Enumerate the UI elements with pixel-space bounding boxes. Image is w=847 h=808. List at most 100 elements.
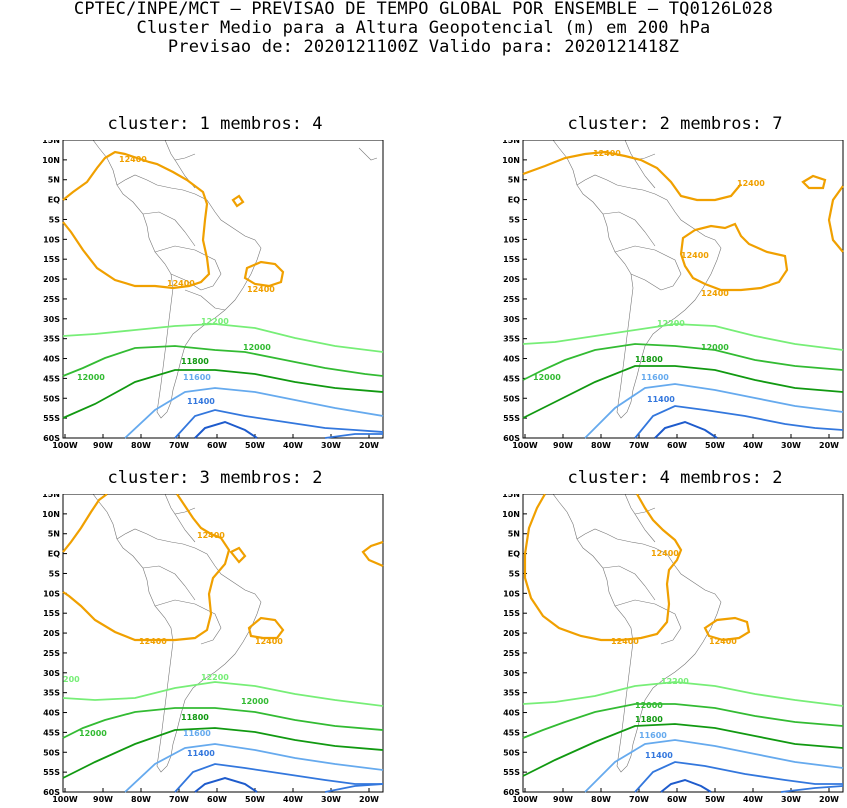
label-12200: 12200 xyxy=(201,317,229,326)
label-11800: 11800 xyxy=(635,355,663,364)
label-11600: 11600 xyxy=(183,729,211,738)
header-line-2: Cluster Medio para a Altura Geopotencial… xyxy=(136,18,711,38)
panel-cluster-3: cluster: 3 membros: 2 15N 10N 5N EQ 5S 10S 15S… xyxy=(25,468,405,808)
header-line-3: Previsao de: 2020121100Z Valido para: 20… xyxy=(167,37,680,57)
lat-tick-label: EQ xyxy=(508,550,520,559)
label-12000-b: 12000 xyxy=(79,729,107,738)
lat-tick-label: 40S xyxy=(503,709,520,718)
label-12400-d: 12400 xyxy=(701,289,729,298)
lat-tick-label: 20S xyxy=(43,275,60,284)
label-12000-a: 12000 xyxy=(243,343,271,352)
label-12000-a: 12000 xyxy=(701,343,729,352)
lat-tick-label: 15N xyxy=(42,140,60,145)
label-11600: 11600 xyxy=(639,731,667,740)
label-11800: 11800 xyxy=(181,357,209,366)
label-12000: 12000 xyxy=(635,701,663,710)
lat-tick-label: 5S xyxy=(49,569,61,578)
label-12400-a: 12400 xyxy=(197,531,225,540)
lon-tick-label: 20W xyxy=(359,441,379,450)
label-11400: 11400 xyxy=(187,397,215,406)
contours xyxy=(62,150,384,439)
lon-tick-label: 70W xyxy=(629,795,649,804)
label-12400-a: 12400 xyxy=(651,549,679,558)
panel-title: cluster: 3 membros: 2 xyxy=(107,468,323,488)
contour-labels: 12400 12400 12400 12400 12200 12000 1200… xyxy=(533,149,765,404)
lat-axis: 15N 10N 5N EQ 5S 10S 15S 20S 25S 30S 35S 40S 45S 50S 5… xyxy=(502,494,527,797)
lat-tick-label: 5S xyxy=(509,569,521,578)
lon-tick-label: 40W xyxy=(743,441,763,450)
label-12400-a: 12400 xyxy=(593,149,621,158)
header-line-1: CPTEC/INPE/MCT — PREVISAO DE TEMPO GLOBA… xyxy=(73,0,774,19)
lon-tick-label: 80W xyxy=(591,795,611,804)
lat-tick-label: EQ xyxy=(48,196,60,205)
lon-tick-label: 50W xyxy=(705,795,725,804)
lon-tick-label: 100W xyxy=(52,795,78,804)
lat-tick-label: 10N xyxy=(42,510,60,519)
lon-tick-label: 60W xyxy=(667,795,687,804)
label-11800: 11800 xyxy=(635,715,663,724)
lat-tick-label: 15N xyxy=(42,494,60,499)
lon-tick-label: 70W xyxy=(629,441,649,450)
lat-tick-label: 10N xyxy=(502,156,520,165)
label-12400-c: 12400 xyxy=(255,637,283,646)
lon-tick-label: 60W xyxy=(667,441,687,450)
lon-axis: 100W 90W 80W 70W 60W 50W 40W 30W 20W xyxy=(52,434,379,450)
lat-tick-label: 55S xyxy=(43,414,60,423)
lat-tick-label: 40S xyxy=(503,355,520,364)
lat-tick-label: 45S xyxy=(43,728,60,737)
panel-title: cluster: 2 membros: 7 xyxy=(567,114,783,134)
lat-tick-label: 20S xyxy=(43,629,60,638)
lon-tick-label: 40W xyxy=(743,795,763,804)
panel-title: cluster: 1 membros: 4 xyxy=(107,114,323,134)
map-cluster-1: 15N 10N 5N EQ 5S 10S 15S 20S 25S 30S 35S 40S 45S 50S 5… xyxy=(42,140,384,450)
label-11600: 11600 xyxy=(641,373,669,382)
label-12200: 12200 xyxy=(201,673,229,682)
lat-tick-label: 10S xyxy=(43,235,60,244)
lat-tick-label: 5N xyxy=(48,530,60,539)
lon-tick-label: 70W xyxy=(169,795,189,804)
label-12400-b: 12400 xyxy=(737,179,765,188)
label-12200: 12200 xyxy=(661,677,689,686)
label-11600: 11600 xyxy=(183,373,211,382)
lat-tick-label: 10S xyxy=(503,589,520,598)
lat-tick-label: 5N xyxy=(508,176,520,185)
contours xyxy=(62,494,384,793)
lat-tick-label: 40S xyxy=(43,355,60,364)
label-12400-c: 12400 xyxy=(247,285,275,294)
contour-labels: 12400 12400 12400 12200 12000 11800 1160… xyxy=(611,549,737,760)
lon-axis: 100W 90W 80W 70W 60W 50W 40W 30W 20W xyxy=(512,788,839,804)
map-cluster-4: 15N 10N 5N EQ 5S 10S 15S 20S 25S 30S 35S 40S 45S 50S 5… xyxy=(502,494,844,804)
lat-tick-label: 35S xyxy=(43,689,60,698)
lat-tick-label: 5S xyxy=(49,215,61,224)
coastlines xyxy=(92,494,262,773)
lat-tick-label: 60S xyxy=(503,434,520,443)
lat-tick-label: 10N xyxy=(502,510,520,519)
lat-tick-label: 15S xyxy=(43,609,60,618)
label-200: 200 xyxy=(63,675,80,684)
lat-tick-label: 10S xyxy=(503,235,520,244)
map-cluster-2: 15N 10N 5N EQ 5S 10S 15S 20S 25S 30S 35S 40S 45S 50S 5… xyxy=(502,140,844,450)
lat-tick-label: 50S xyxy=(503,748,520,757)
lat-tick-label: 15S xyxy=(503,255,520,264)
lon-tick-label: 50W xyxy=(245,795,265,804)
lat-axis: 15N 10N 5N EQ 5S 10S 15S 20S 25S 30S 35S 40S 45S 50S 5… xyxy=(42,494,67,797)
label-11400: 11400 xyxy=(647,395,675,404)
lon-tick-label: 100W xyxy=(52,441,78,450)
map-frame xyxy=(522,140,844,439)
lat-tick-label: EQ xyxy=(48,550,60,559)
coastlines xyxy=(552,494,722,773)
map-cluster-3: 15N 10N 5N EQ 5S 10S 15S 20S 25S 30S 35S 40S 45S 50S 5… xyxy=(42,494,384,804)
lat-tick-label: 30S xyxy=(43,669,60,678)
lat-tick-label: 35S xyxy=(43,335,60,344)
panel-cluster-1: cluster: 1 membros: 4 15N 10N 5N EQ 5S 10S 15S… xyxy=(25,114,405,454)
lat-tick-label: 25S xyxy=(503,295,520,304)
map-frame xyxy=(522,494,844,793)
label-11800: 11800 xyxy=(181,713,209,722)
contours xyxy=(522,150,844,439)
panel-title: cluster: 4 membros: 2 xyxy=(567,468,783,488)
lon-tick-label: 80W xyxy=(131,795,151,804)
lat-axis: 15N 10N 5N EQ 5S 10S 15S 20S 25S 30S 35S 40S 45S 50S 5… xyxy=(42,140,67,443)
lat-tick-label: 45S xyxy=(503,728,520,737)
lat-tick-label: 60S xyxy=(43,788,60,797)
label-12400-a: 12400 xyxy=(119,155,147,164)
